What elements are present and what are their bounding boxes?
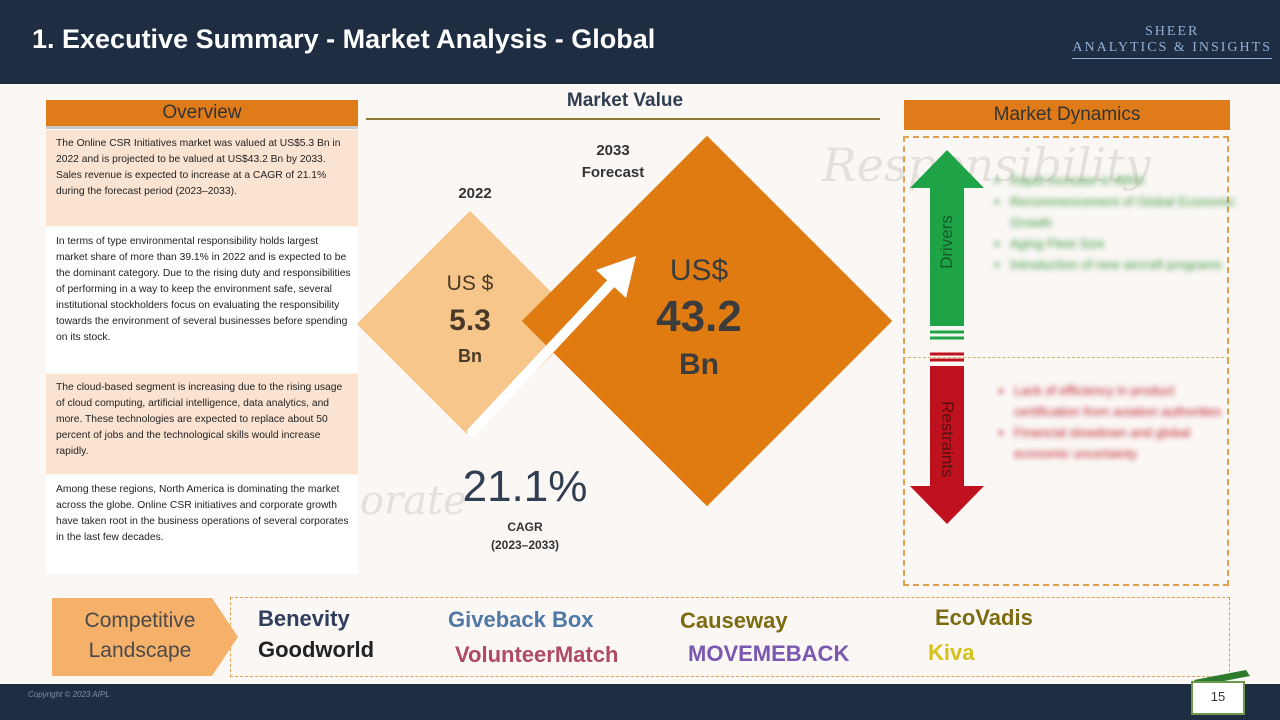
company-logo: SHEER ANALYTICS & INSIGHTS bbox=[1072, 24, 1272, 59]
cagr-label-text: CAGR bbox=[507, 520, 543, 534]
value-2022-text: US $ 5.3 Bn bbox=[410, 272, 530, 367]
drivers-list: Rapid increase in MRO Recommencement of … bbox=[992, 170, 1240, 275]
company-name: Causeway bbox=[680, 608, 788, 633]
drivers-label: Drivers bbox=[937, 215, 956, 269]
logo-line-1: SHEER bbox=[1145, 24, 1200, 39]
footer-bar bbox=[0, 684, 1280, 720]
company-name: Benevity bbox=[258, 606, 350, 631]
value-2022-currency: US $ bbox=[446, 272, 494, 295]
page-number: 15 bbox=[1210, 689, 1226, 704]
restraints-arrow-icon bbox=[910, 352, 984, 524]
company-name: EcoVadis bbox=[935, 605, 1033, 630]
company-name: Goodworld bbox=[258, 637, 375, 662]
market-dynamics-divider bbox=[903, 357, 1229, 358]
restraints-label: Restraints bbox=[938, 401, 957, 478]
drivers-arrow-icon bbox=[910, 150, 984, 340]
company-name: MOVEMEBACK bbox=[688, 641, 850, 666]
year-2033-forecast: Forecast bbox=[581, 164, 645, 181]
market-dynamics-panel bbox=[903, 136, 1229, 586]
company-name: Kiva bbox=[928, 640, 975, 665]
value-2022-unit: Bn bbox=[458, 346, 482, 366]
copyright-text: Copyright © 2023 AIPL bbox=[28, 690, 110, 699]
year-2033-label: 2033 Forecast bbox=[560, 140, 666, 184]
value-2033-number: 43.2 bbox=[656, 292, 742, 341]
driver-item: Rapid increase in MRO bbox=[1010, 170, 1240, 191]
year-2033-year: 2033 bbox=[596, 142, 630, 159]
overview-paragraph-4: Among these regions, North America is do… bbox=[46, 476, 358, 574]
page-number-frame bbox=[1191, 670, 1250, 715]
driver-item: Recommencement of Global Economic Growth bbox=[1010, 191, 1240, 233]
watermark-text: Responsibility bbox=[822, 138, 1151, 192]
value-2033-unit: Bn bbox=[679, 348, 719, 381]
driver-item: Aging Fleet Size bbox=[1010, 233, 1240, 254]
page-title: 1. Executive Summary - Market Analysis -… bbox=[32, 24, 656, 54]
competitive-landscape-label: Competitive Landscape bbox=[60, 606, 220, 666]
restraint-item: Financial slowdown and global economic u… bbox=[1014, 422, 1240, 464]
logo-underline bbox=[1072, 58, 1272, 59]
overview-paragraph-3: The cloud-based segment is increasing du… bbox=[46, 374, 358, 474]
competitive-landscape-label-2: Landscape bbox=[88, 639, 192, 662]
value-2033-currency: US$ bbox=[669, 254, 729, 287]
competitive-landscape-tag bbox=[52, 598, 238, 676]
market-value-underline bbox=[366, 118, 880, 120]
logo-line-2: ANALYTICS & INSIGHTS bbox=[1072, 40, 1272, 55]
company-name: VolunteerMatch bbox=[455, 642, 619, 667]
driver-item: Introduction of new aircraft programs bbox=[1010, 254, 1240, 275]
growth-arrow-icon bbox=[467, 256, 636, 437]
overview-paragraph-1: The Online CSR Initiatives market was va… bbox=[46, 130, 358, 226]
competitive-landscape-label-1: Competitive bbox=[84, 609, 196, 632]
cagr-value: 21.1% bbox=[462, 462, 588, 511]
cagr-label: CAGR (2023–2033) bbox=[470, 518, 580, 554]
market-dynamics-heading: Market Dynamics bbox=[904, 100, 1230, 130]
restraint-item: Lack of efficiency in product certificat… bbox=[1014, 380, 1240, 422]
market-value-heading: Market Value bbox=[566, 90, 684, 111]
year-2022-label: 2022 bbox=[458, 185, 492, 202]
overview-heading: Overview bbox=[46, 100, 358, 129]
cagr-period: (2023–2033) bbox=[490, 538, 560, 552]
restraints-list: Lack of efficiency in product certificat… bbox=[996, 380, 1240, 464]
value-2033-text: US$ 43.2 Bn bbox=[620, 254, 778, 382]
company-name: Giveback Box bbox=[448, 607, 594, 632]
value-2022-number: 5.3 bbox=[449, 304, 491, 337]
watermark-text-2: orate bbox=[360, 478, 467, 524]
header-bar bbox=[0, 0, 1280, 84]
overview-paragraph-2: In terms of type environmental responsib… bbox=[46, 228, 358, 372]
